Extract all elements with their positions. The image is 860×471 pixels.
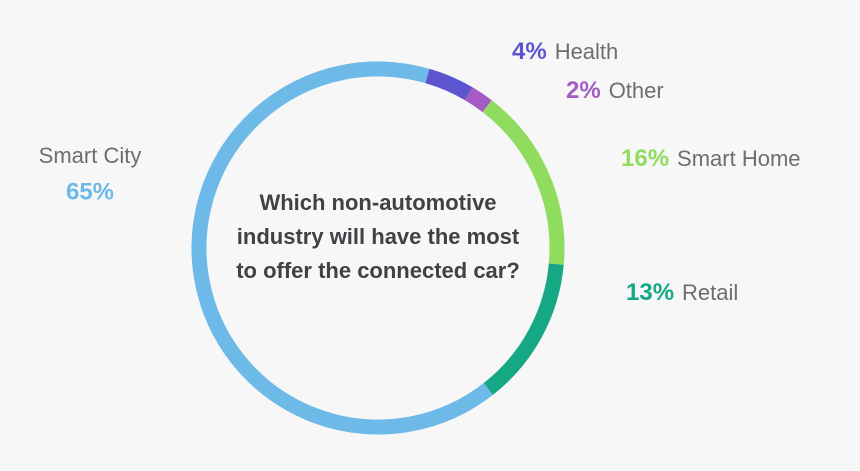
donut-segment xyxy=(191,61,493,435)
category-label: Retail xyxy=(682,280,738,305)
segment-label: 2% Other xyxy=(566,77,664,104)
segment-label: 16% Smart Home xyxy=(621,145,801,172)
value-label: 65% xyxy=(66,178,114,205)
segment-label: 13% Retail xyxy=(626,279,738,306)
value-label: 13% xyxy=(626,279,674,306)
donut-segment xyxy=(425,68,473,101)
category-label: Other xyxy=(609,78,664,103)
donut-segment xyxy=(483,263,564,395)
donut-segment xyxy=(482,100,565,265)
value-label: 16% xyxy=(621,145,669,172)
value-label: 4% xyxy=(512,38,547,65)
category-label: Health xyxy=(555,39,619,64)
category-label: Smart City xyxy=(39,143,142,168)
segment-label: 4% Health xyxy=(512,38,618,65)
donut-segment xyxy=(464,87,492,113)
category-label: Smart Home xyxy=(677,146,800,171)
chart-title: Which non-automotive industry will have … xyxy=(236,190,520,283)
value-label: 2% xyxy=(566,77,601,104)
